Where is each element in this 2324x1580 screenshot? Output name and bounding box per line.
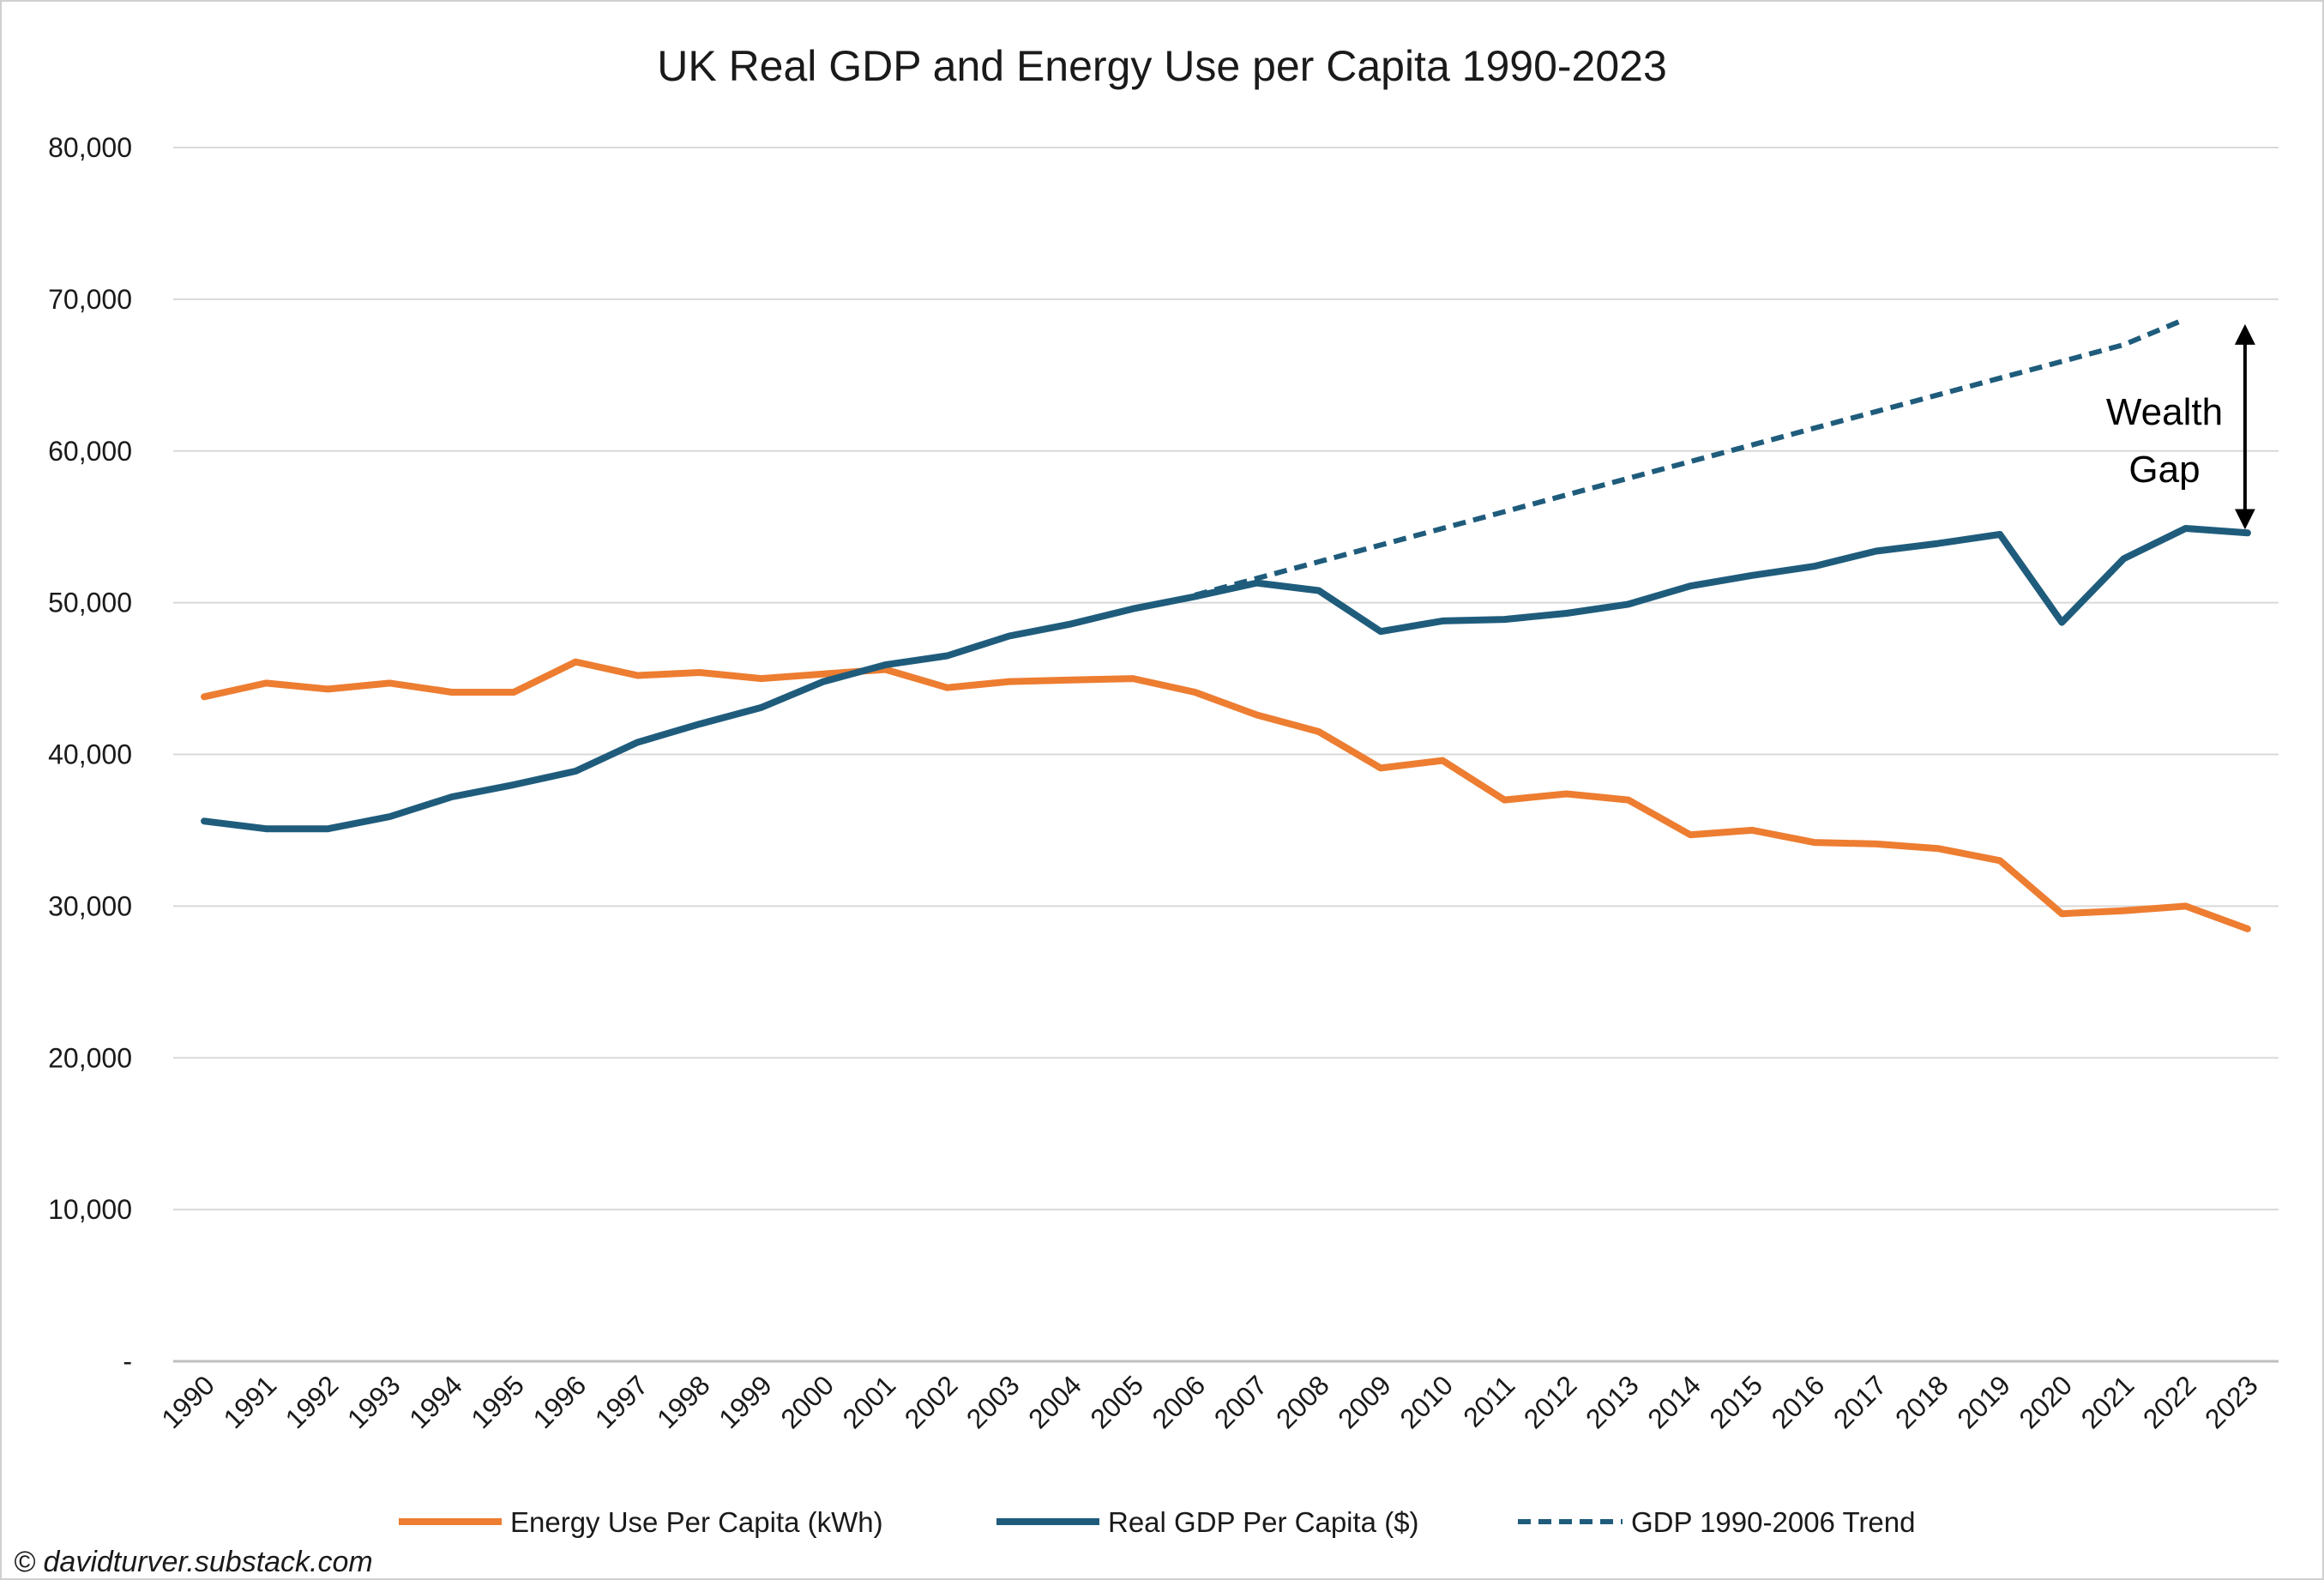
x-tick-label: 2010: [1394, 1369, 1459, 1434]
x-tick-label: 2002: [899, 1369, 964, 1434]
y-tick-label: 50,000: [48, 588, 132, 618]
wealth-gap-label: Wealth: [2106, 391, 2223, 433]
x-tick-label: 2017: [1827, 1369, 1893, 1434]
legend-label-gdp: Real GDP Per Capita ($): [1108, 1506, 1419, 1538]
x-tick-label: 2009: [1332, 1369, 1397, 1434]
x-tick-label: 1999: [713, 1369, 778, 1434]
y-tick-label: 10,000: [48, 1194, 132, 1225]
legend-item-energy: Energy Use Per Capita (kWh): [399, 1506, 883, 1538]
series-line-energy: [201, 658, 2251, 932]
x-tick-label: 2001: [837, 1369, 902, 1434]
x-tick-label: 2019: [1951, 1369, 2016, 1434]
x-tick-label: 2021: [2075, 1369, 2140, 1434]
x-tick-label: 1991: [217, 1369, 282, 1434]
series-layer: [201, 317, 2251, 932]
x-tick-label: 1995: [465, 1369, 530, 1434]
y-tick-label: 40,000: [48, 739, 132, 770]
legend-item-gdp: Real GDP Per Capita ($): [996, 1506, 1419, 1538]
series-line-gdp: [201, 525, 2251, 833]
x-tick-label: 2018: [1889, 1369, 1954, 1434]
x-tick-label: 2022: [2137, 1369, 2202, 1434]
x-tick-label: 2023: [2199, 1369, 2264, 1434]
x-tick-label: 2012: [1518, 1369, 1583, 1434]
series-line-trend: [1194, 317, 2187, 598]
x-tick-label: 2004: [1022, 1369, 1087, 1434]
wealth-gap-annotation: Wealth Gap: [2106, 323, 2255, 530]
x-tick-label: 1996: [527, 1369, 592, 1434]
legend-item-trend: GDP 1990-2006 Trend: [1518, 1506, 1915, 1538]
x-tick-label: 2005: [1084, 1369, 1149, 1434]
x-tick-label: 2000: [774, 1369, 840, 1434]
chart-title: UK Real GDP and Energy Use per Capita 19…: [657, 42, 1667, 90]
x-tick-label: 2007: [1208, 1369, 1273, 1434]
x-tick-label: 2014: [1641, 1369, 1707, 1434]
y-tick-label: 20,000: [48, 1042, 132, 1073]
x-tick-label: 2011: [1457, 1369, 1520, 1432]
legend-label-energy: Energy Use Per Capita (kWh): [510, 1506, 883, 1538]
y-tick-label: 60,000: [48, 436, 132, 467]
wealth-gap-label: Gap: [2128, 449, 2200, 491]
x-tick-label: 2020: [2013, 1369, 2078, 1434]
x-tick-label: 1998: [651, 1369, 716, 1434]
x-tick-label: 2006: [1147, 1369, 1212, 1434]
x-tick-label: 2016: [1766, 1369, 1831, 1434]
gridlines: [173, 147, 2279, 1363]
x-tick-label: 2013: [1580, 1369, 1645, 1434]
y-tick-label: -: [123, 1346, 132, 1377]
legend-label-trend: GDP 1990-2006 Trend: [1631, 1506, 1915, 1538]
legend: Energy Use Per Capita (kWh) Real GDP Per…: [399, 1506, 1915, 1538]
x-tick-label: 2003: [960, 1369, 1026, 1434]
y-axis-tick-labels: - 10,000 20,000 30,000 40,000 50,000 60,000 70,…: [48, 132, 132, 1377]
y-tick-label: 70,000: [48, 284, 132, 315]
y-tick-label: 30,000: [48, 890, 132, 921]
x-tick-label: 1992: [280, 1369, 345, 1434]
x-tick-label: 1990: [155, 1369, 220, 1434]
x-axis-tick-labels: 1990199119921993199419951996199719981999…: [155, 1369, 2264, 1434]
x-tick-label: 1993: [341, 1369, 406, 1434]
y-tick-label: 80,000: [48, 132, 132, 163]
credit-text: © davidturver.substack.com: [14, 1546, 373, 1578]
x-tick-label: 2008: [1270, 1369, 1335, 1434]
x-tick-label: 2015: [1703, 1369, 1768, 1434]
x-tick-label: 1994: [403, 1369, 468, 1434]
x-tick-label: 1997: [589, 1369, 654, 1434]
